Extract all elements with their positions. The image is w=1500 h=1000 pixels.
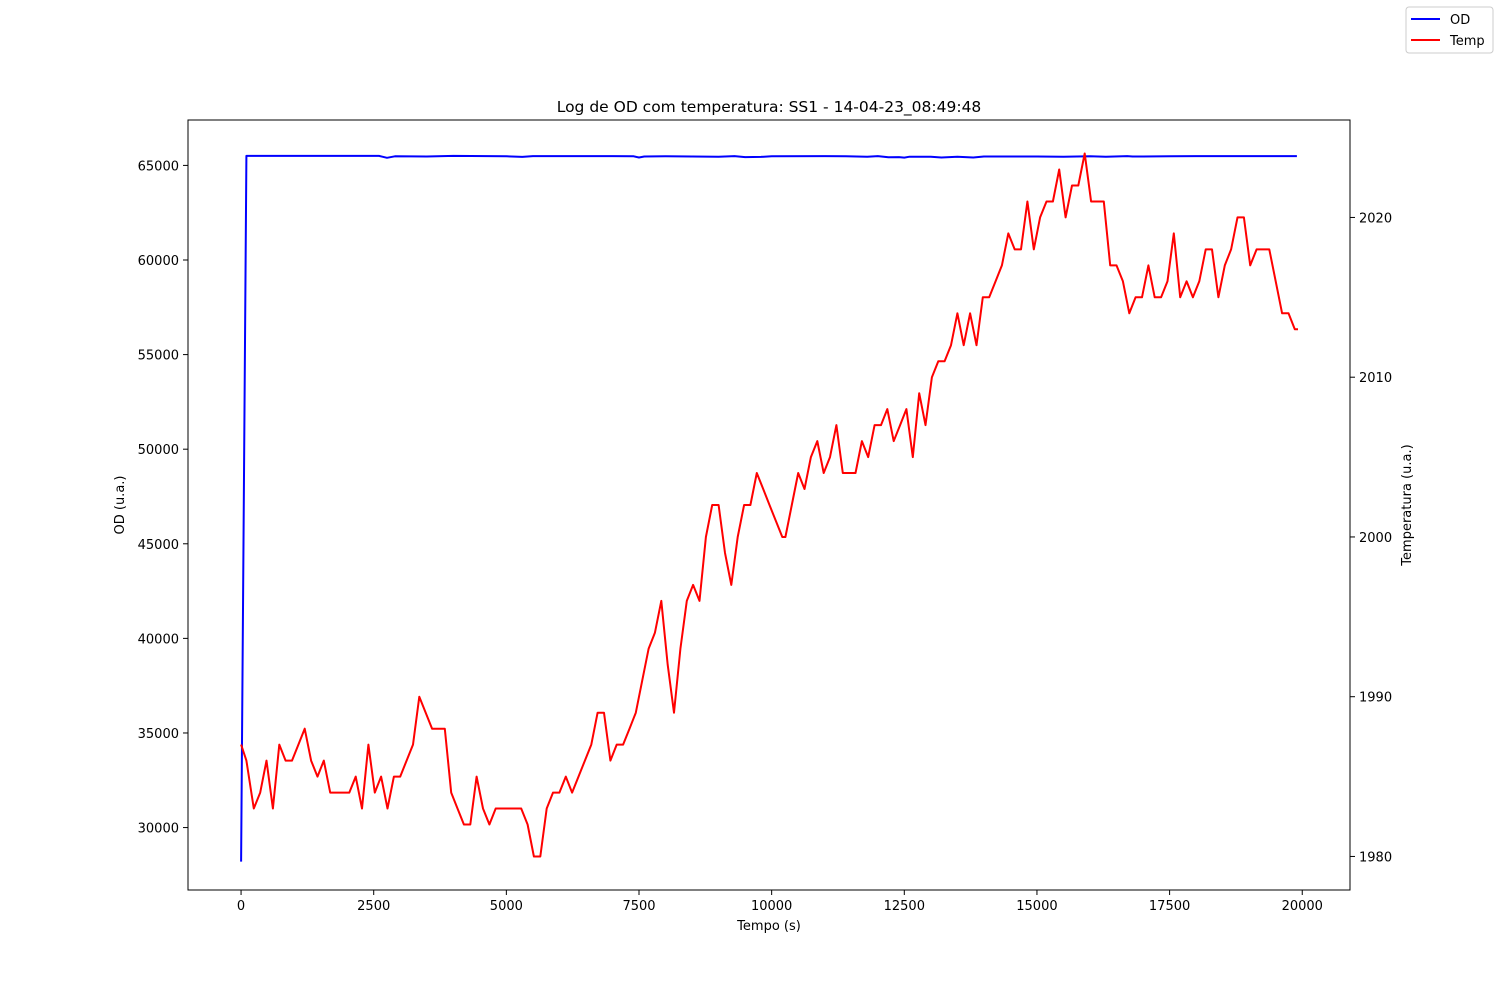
legend: OD Temp: [1405, 6, 1494, 54]
x-axis-label: Tempo (s): [736, 919, 801, 934]
left-y-tick-label: 50000: [138, 443, 179, 458]
left-y-tick-label: 55000: [138, 349, 179, 364]
right-y-tick-label: 2020: [1359, 211, 1392, 226]
x-tick-label: 2500: [357, 899, 390, 914]
right-y-tick-label: 1990: [1359, 691, 1392, 706]
x-axis-ticks: 0 2500 5000 7500 10000 12500 15000 17500 20000: [237, 890, 1323, 914]
x-tick-label: 15000: [1016, 899, 1057, 914]
legend-label-od: OD: [1450, 13, 1470, 28]
right-y-tick-label: 2010: [1359, 371, 1392, 386]
left-y-tick-label: 45000: [138, 538, 179, 553]
right-y-axis-ticks: 1980 1990 2000 2010 2020: [1350, 211, 1392, 865]
right-y-tick-label: 1980: [1359, 850, 1392, 865]
x-tick-label: 7500: [622, 899, 655, 914]
left-y-tick-label: 30000: [138, 822, 179, 837]
left-y-tick-label: 40000: [138, 632, 179, 647]
x-tick-label: 5000: [490, 899, 523, 914]
x-tick-label: 12500: [884, 899, 925, 914]
series-line-temp: [240, 152, 1298, 858]
x-tick-label: 0: [237, 899, 245, 914]
chart-title: Log de OD com temperatura: SS1 - 14-04-2…: [557, 98, 982, 117]
left-y-tick-label: 65000: [138, 159, 179, 174]
x-tick-label: 17500: [1149, 899, 1190, 914]
plot-frame: [187, 119, 1351, 891]
left-y-axis-label: OD (u.a.): [113, 476, 128, 535]
x-tick-label: 10000: [751, 899, 792, 914]
left-y-axis-ticks: 30000 35000 40000 45000 50000 55000 60000 65000: [138, 159, 188, 837]
right-y-axis-label: Temperatura (u.a.): [1400, 444, 1415, 566]
left-y-tick-label: 35000: [138, 727, 179, 742]
series-layer: [240, 152, 1298, 862]
series-line-od: [240, 154, 1297, 862]
legend-label-temp: Temp: [1449, 34, 1485, 49]
left-y-tick-label: 60000: [138, 254, 179, 269]
x-tick-label: 20000: [1282, 899, 1323, 914]
right-y-tick-label: 2000: [1359, 531, 1392, 546]
